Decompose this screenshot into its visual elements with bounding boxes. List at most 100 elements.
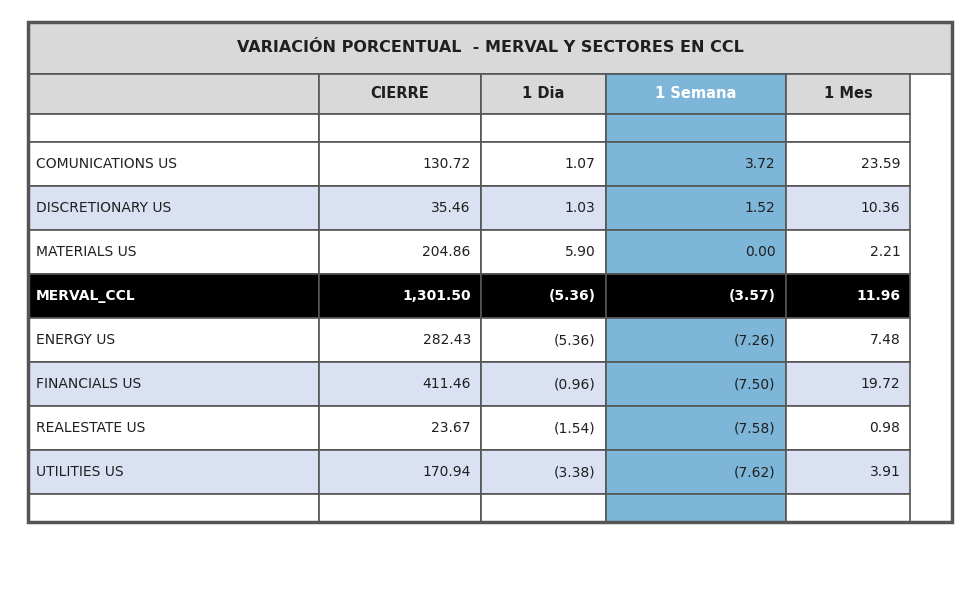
Text: 35.46: 35.46 — [431, 201, 470, 215]
Bar — [481, 362, 606, 406]
Bar — [319, 230, 481, 274]
Text: (7.50): (7.50) — [734, 377, 776, 391]
Bar — [481, 142, 606, 186]
Bar — [319, 362, 481, 406]
Text: REALESTATE US: REALESTATE US — [36, 421, 145, 435]
Text: (0.96): (0.96) — [554, 377, 596, 391]
Text: 0.98: 0.98 — [869, 421, 901, 435]
Bar — [606, 114, 786, 142]
Bar — [319, 274, 481, 318]
Text: (5.36): (5.36) — [549, 289, 596, 303]
Text: (5.36): (5.36) — [554, 333, 596, 347]
Text: 282.43: 282.43 — [422, 333, 470, 347]
Text: 23.59: 23.59 — [860, 157, 901, 171]
Text: (1.54): (1.54) — [554, 421, 596, 435]
Text: UTILITIES US: UTILITIES US — [36, 465, 123, 479]
Bar — [28, 318, 319, 362]
Text: 19.72: 19.72 — [860, 377, 901, 391]
Bar — [28, 142, 319, 186]
Bar — [786, 274, 910, 318]
Bar — [28, 186, 319, 230]
Bar — [786, 74, 910, 114]
Text: 5.90: 5.90 — [564, 245, 596, 259]
Bar — [786, 362, 910, 406]
Bar — [481, 114, 606, 142]
Bar — [319, 450, 481, 494]
Text: COMUNICATIONS US: COMUNICATIONS US — [36, 157, 177, 171]
Bar — [606, 406, 786, 450]
Bar — [319, 186, 481, 230]
Bar — [606, 494, 786, 522]
Text: (7.62): (7.62) — [734, 465, 776, 479]
Bar — [481, 406, 606, 450]
Bar — [606, 186, 786, 230]
Text: 3.72: 3.72 — [745, 157, 776, 171]
Text: 1,301.50: 1,301.50 — [402, 289, 470, 303]
Text: MERVAL_CCL: MERVAL_CCL — [36, 289, 136, 303]
Bar — [786, 186, 910, 230]
Bar — [786, 142, 910, 186]
Bar — [606, 318, 786, 362]
Bar — [786, 450, 910, 494]
Bar — [481, 230, 606, 274]
Bar — [28, 362, 319, 406]
Text: (3.57): (3.57) — [729, 289, 776, 303]
Bar — [28, 22, 952, 74]
Bar — [319, 114, 481, 142]
Bar — [28, 22, 952, 522]
Text: 11.96: 11.96 — [857, 289, 901, 303]
Bar — [319, 318, 481, 362]
Bar — [786, 406, 910, 450]
Text: (7.58): (7.58) — [734, 421, 776, 435]
Bar — [786, 230, 910, 274]
Bar — [28, 450, 319, 494]
Text: MATERIALS US: MATERIALS US — [36, 245, 136, 259]
Bar — [606, 274, 786, 318]
Text: 1.03: 1.03 — [564, 201, 596, 215]
Text: 1.52: 1.52 — [745, 201, 776, 215]
Text: 130.72: 130.72 — [422, 157, 470, 171]
Bar — [481, 494, 606, 522]
Bar — [606, 142, 786, 186]
Text: 1 Semana: 1 Semana — [655, 87, 736, 101]
Text: 0.00: 0.00 — [745, 245, 776, 259]
Text: 1 Mes: 1 Mes — [823, 87, 872, 101]
Text: 204.86: 204.86 — [422, 245, 470, 259]
Text: 1.07: 1.07 — [564, 157, 596, 171]
Bar — [28, 114, 319, 142]
Bar — [606, 230, 786, 274]
Text: DISCRETIONARY US: DISCRETIONARY US — [36, 201, 171, 215]
Bar — [786, 114, 910, 142]
Bar — [28, 230, 319, 274]
Bar — [28, 494, 319, 522]
Bar — [481, 318, 606, 362]
Text: 7.48: 7.48 — [869, 333, 901, 347]
Text: 10.36: 10.36 — [860, 201, 901, 215]
Bar — [28, 74, 319, 114]
Bar — [606, 74, 786, 114]
Text: (7.26): (7.26) — [734, 333, 776, 347]
Text: FINANCIALS US: FINANCIALS US — [36, 377, 141, 391]
Text: VARIACIÓN PORCENTUAL  - MERVAL Y SECTORES EN CCL: VARIACIÓN PORCENTUAL - MERVAL Y SECTORES… — [236, 41, 744, 55]
Bar — [481, 186, 606, 230]
Text: 2.21: 2.21 — [869, 245, 901, 259]
Text: 170.94: 170.94 — [422, 465, 470, 479]
Text: 411.46: 411.46 — [422, 377, 470, 391]
Bar — [786, 318, 910, 362]
Bar — [481, 74, 606, 114]
Text: ENERGY US: ENERGY US — [36, 333, 115, 347]
Bar — [481, 450, 606, 494]
Bar — [28, 406, 319, 450]
Text: 3.91: 3.91 — [869, 465, 901, 479]
Bar — [319, 494, 481, 522]
Bar — [319, 406, 481, 450]
Bar — [786, 494, 910, 522]
Bar — [319, 74, 481, 114]
Bar — [28, 274, 319, 318]
Text: 1 Dia: 1 Dia — [522, 87, 564, 101]
Text: (3.38): (3.38) — [554, 465, 596, 479]
Bar — [481, 274, 606, 318]
Bar — [319, 142, 481, 186]
Bar — [606, 362, 786, 406]
Text: 23.67: 23.67 — [431, 421, 470, 435]
